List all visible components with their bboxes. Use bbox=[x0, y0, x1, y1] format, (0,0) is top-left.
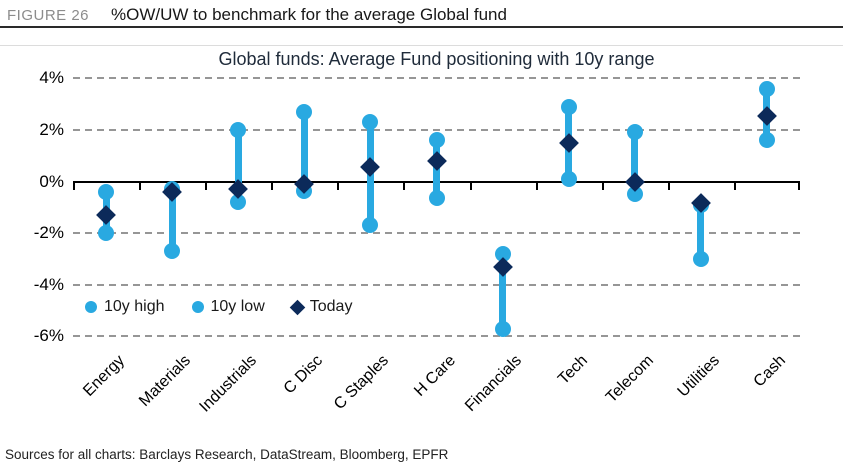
today-marker bbox=[690, 193, 711, 214]
today-marker bbox=[360, 157, 381, 178]
x-axis-tickmark bbox=[73, 182, 75, 190]
x-axis-tickmark bbox=[667, 182, 670, 190]
figure-header: FIGURE 26 %OW/UW to benchmark for the ave… bbox=[7, 5, 507, 25]
x-axis-tickmark bbox=[205, 182, 208, 190]
gridline bbox=[73, 335, 800, 338]
legend-circle-icon bbox=[85, 301, 97, 313]
legend-item: 10y high bbox=[85, 298, 165, 316]
chart-legend: 10y high 10y low Today bbox=[85, 298, 352, 316]
chart-title: Global funds: Average Fund positioning w… bbox=[218, 49, 655, 69]
high-marker bbox=[98, 183, 115, 200]
x-axis-tickmark bbox=[733, 182, 736, 190]
x-axis-tickmark bbox=[798, 182, 800, 190]
gridline bbox=[73, 232, 800, 235]
low-marker bbox=[428, 190, 445, 207]
legend-item: Today bbox=[289, 298, 353, 316]
high-marker bbox=[758, 80, 775, 97]
legend-label: 10y low bbox=[210, 298, 265, 315]
low-marker bbox=[362, 217, 379, 234]
high-marker bbox=[560, 98, 577, 115]
low-marker bbox=[560, 170, 577, 187]
y-axis-tick-label: 0% bbox=[39, 171, 64, 191]
y-axis-tick-label: -2% bbox=[33, 223, 64, 243]
low-marker bbox=[230, 194, 247, 211]
high-marker bbox=[296, 103, 313, 120]
high-marker bbox=[626, 124, 643, 141]
today-marker bbox=[558, 132, 579, 153]
low-marker bbox=[164, 243, 181, 260]
low-marker bbox=[494, 320, 511, 337]
x-axis-tickmark bbox=[337, 182, 340, 190]
low-marker bbox=[758, 132, 775, 149]
y-axis-tick-label: 4% bbox=[39, 68, 64, 88]
x-axis-tickmark bbox=[271, 182, 274, 190]
today-marker bbox=[96, 205, 116, 225]
low-marker bbox=[626, 186, 643, 203]
legend-circle-icon bbox=[191, 301, 204, 313]
low-marker bbox=[692, 250, 709, 267]
range-bar bbox=[168, 189, 176, 252]
legend-diamond-icon bbox=[289, 299, 306, 315]
chart-top-divider bbox=[0, 45, 843, 46]
high-marker bbox=[362, 114, 379, 131]
y-axis-tick-label: -6% bbox=[33, 326, 64, 346]
range-bar bbox=[697, 204, 705, 259]
header-divider bbox=[0, 26, 843, 28]
x-axis-tickmark bbox=[469, 182, 472, 190]
gridline bbox=[73, 77, 800, 80]
gridline bbox=[73, 128, 800, 131]
x-axis-tickmark bbox=[601, 182, 604, 190]
legend-label: Today bbox=[309, 298, 353, 315]
high-marker bbox=[230, 121, 247, 138]
low-marker bbox=[98, 225, 115, 242]
range-bar bbox=[234, 129, 242, 203]
range-bar bbox=[499, 253, 507, 329]
today-marker bbox=[492, 256, 513, 277]
figure-number-label: FIGURE 26 bbox=[7, 7, 90, 24]
legend-item: 10y low bbox=[191, 298, 265, 316]
range-bar bbox=[631, 132, 639, 195]
today-marker bbox=[426, 150, 447, 171]
x-axis-tickmark bbox=[403, 182, 406, 190]
x-axis-tickmark bbox=[139, 182, 142, 190]
legend-label: 10y high bbox=[104, 298, 165, 315]
x-axis-tickmark bbox=[535, 182, 538, 190]
gridline bbox=[73, 283, 800, 286]
high-marker bbox=[494, 245, 511, 262]
y-axis-tick-label: 2% bbox=[39, 119, 64, 139]
y-axis-tick-label: -4% bbox=[33, 274, 64, 294]
figure-title: %OW/UW to benchmark for the average Glob… bbox=[111, 5, 507, 24]
sources-note: Sources for all charts: Barclays Researc… bbox=[5, 447, 449, 462]
range-bar bbox=[300, 111, 308, 191]
today-marker bbox=[757, 105, 777, 126]
high-marker bbox=[428, 132, 445, 149]
